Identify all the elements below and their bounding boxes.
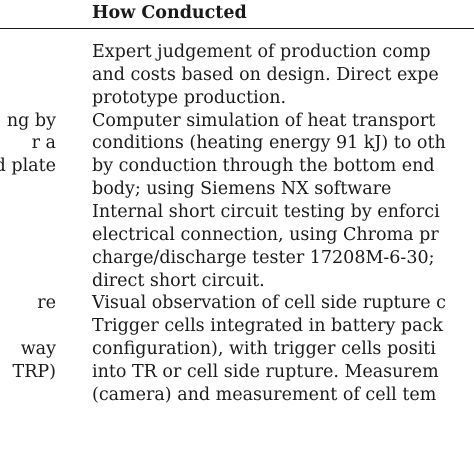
row-3-line-4: direct short circuit.	[92, 271, 265, 291]
row-3-line-1: Internal short circuit testing by enforc…	[92, 202, 440, 222]
row-3-line-3: charge/discharge tester 17208M-6-30;	[92, 248, 435, 268]
row-5-line-2: configuration), with trigger cells posit…	[92, 339, 436, 359]
row-4-line-1: Visual observation of cell side rupture …	[92, 293, 446, 313]
column-header-how-conducted: How Conducted	[92, 3, 247, 23]
row-2-line-2: conditions (heating energy 91 kJ) to oth	[92, 133, 446, 153]
row-5-line-3: into TR or cell side rupture. Measurem	[92, 362, 439, 382]
left-fragment-5: way	[20, 339, 56, 359]
left-fragment-4: re	[37, 293, 56, 313]
row-2-line-4: body; using Siemens NX software	[92, 179, 392, 199]
left-fragment-2: r a	[31, 133, 56, 153]
row-1-line-1: Expert judgement of production comp	[92, 42, 431, 62]
row-1-line-2: and costs based on design. Direct expe	[92, 65, 439, 85]
header-rule	[0, 28, 474, 29]
left-fragment-1: ng by	[6, 111, 56, 131]
row-2-line-1: Computer simulation of heat transport	[92, 111, 436, 131]
row-2-line-3: by conduction through the bottom end	[92, 156, 435, 176]
left-fragment-6: TRP)	[12, 362, 56, 382]
row-5-line-1: Trigger cells integrated in battery pack	[92, 316, 443, 336]
left-fragment-3: d plate	[0, 156, 56, 176]
row-3-line-2: electrical connection, using Chroma pr	[92, 225, 439, 245]
row-5-line-4: (camera) and measurement of cell tem	[92, 385, 437, 405]
row-1-line-3: prototype production.	[92, 88, 287, 108]
